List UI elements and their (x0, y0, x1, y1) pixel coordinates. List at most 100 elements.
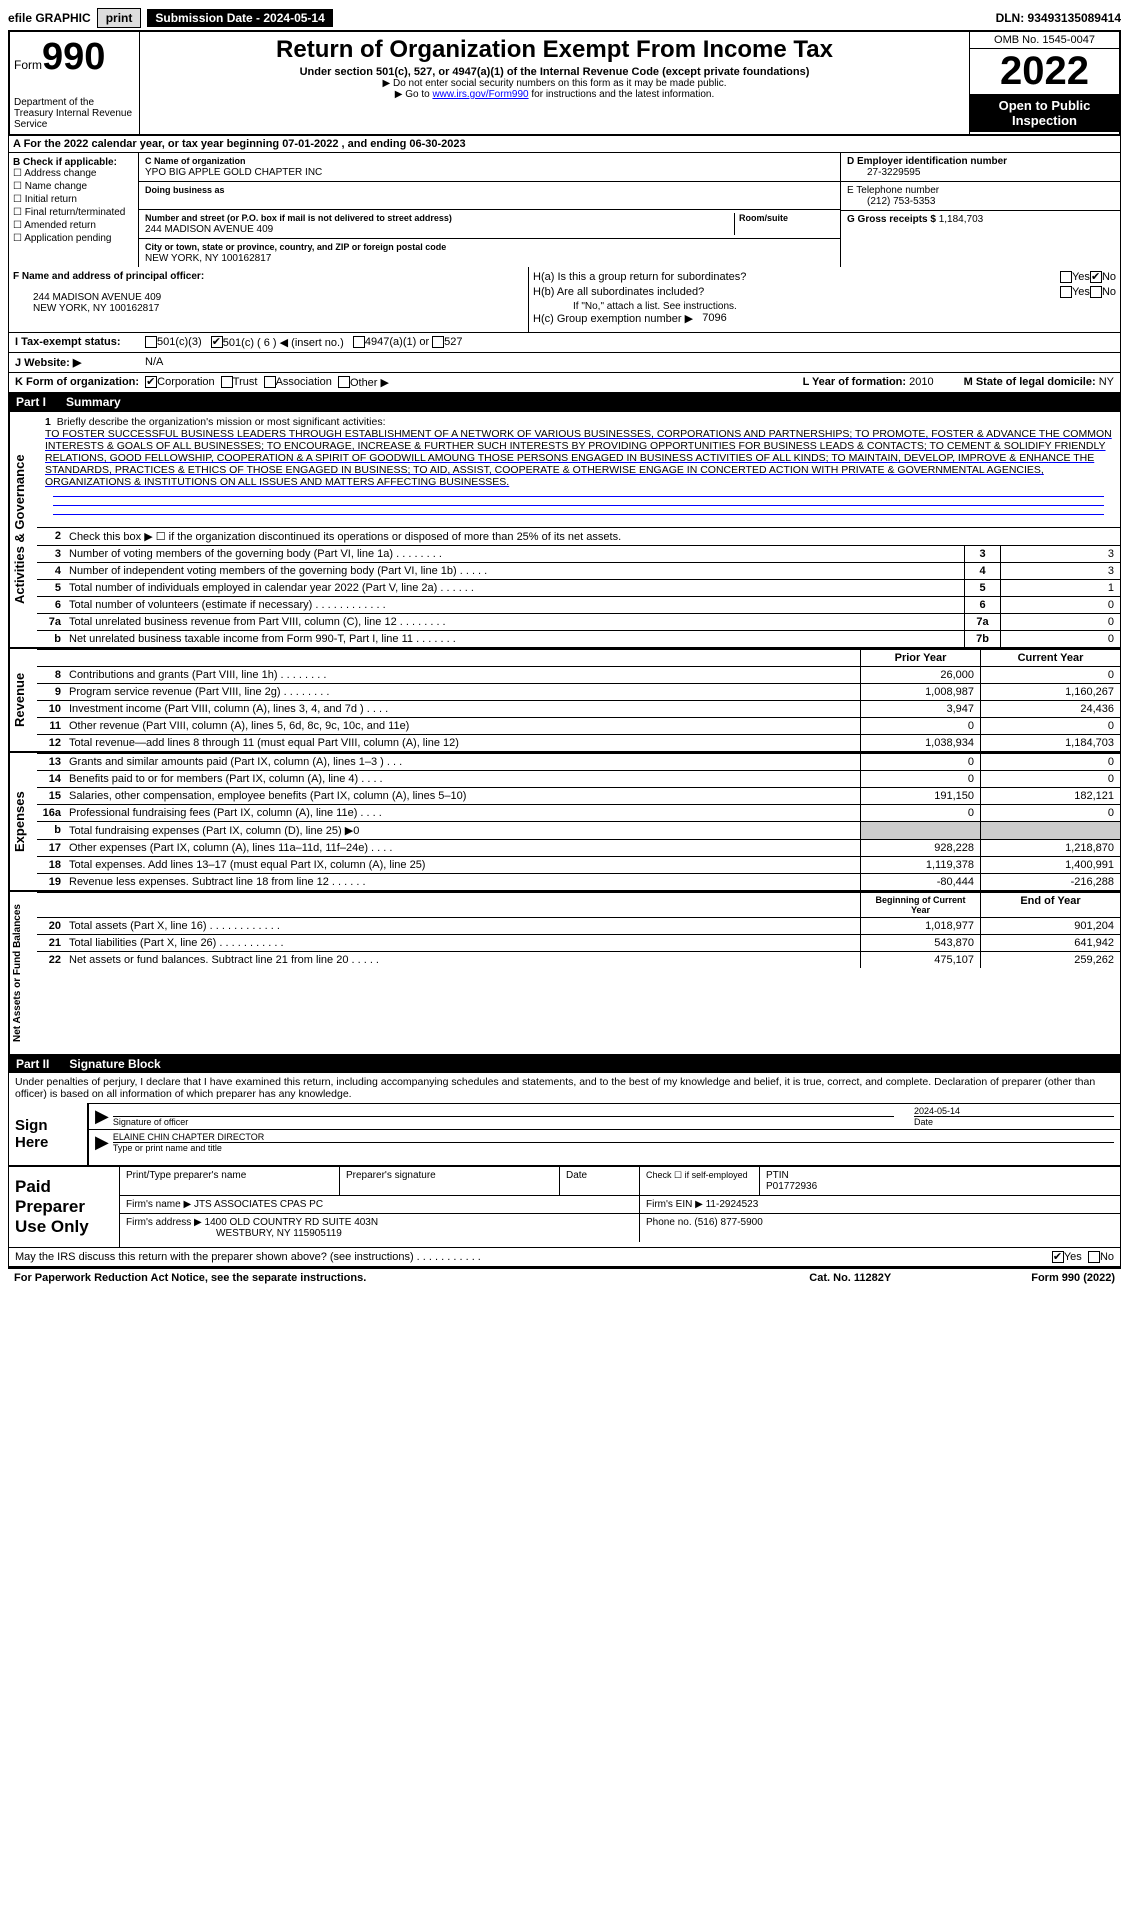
arrow-icon: ▶ (95, 1132, 109, 1153)
summary-row: 2Check this box ▶ ☐ if the organization … (37, 527, 1120, 545)
form-subtitle-2: ▶ Do not enter social security numbers o… (144, 78, 965, 89)
chk-final-return[interactable]: ☐ Final return/terminated (13, 207, 134, 218)
phone-value: (212) 753-5353 (847, 196, 935, 207)
chk-amended-return[interactable]: ☐ Amended return (13, 220, 134, 231)
col-b-label: B Check if applicable: (13, 157, 134, 168)
summary-row: bTotal fundraising expenses (Part IX, co… (37, 821, 1120, 839)
efile-label: efile GRAPHIC (8, 11, 91, 25)
chk-initial-return[interactable]: ☐ Initial return (13, 194, 134, 205)
tax-status-label: I Tax-exempt status: (15, 336, 145, 349)
form-prefix: Form (14, 58, 42, 72)
form-goto-post: for instructions and the latest informat… (529, 89, 715, 100)
current-year-hdr: Current Year (980, 650, 1120, 666)
room-label: Room/suite (739, 213, 788, 223)
summary-row: 21Total liabilities (Part X, line 26) . … (37, 934, 1120, 951)
part1-header: Part I Summary (8, 393, 1121, 411)
summary-row: 17Other expenses (Part IX, column (A), l… (37, 839, 1120, 856)
year-formation: 2010 (909, 376, 933, 388)
hb-no[interactable] (1090, 286, 1102, 298)
ptin-label: PTIN (766, 1170, 789, 1181)
vtab-netassets: Net Assets or Fund Balances (9, 892, 37, 1054)
chk-trust[interactable] (221, 376, 233, 388)
chk-corporation[interactable] (145, 376, 157, 388)
form-org-label: K Form of organization: (15, 376, 139, 389)
preparer-sig-label: Preparer's signature (340, 1167, 560, 1195)
line-k: K Form of organization: Corporation Trus… (8, 373, 1121, 393)
form-title: Return of Organization Exempt From Incom… (144, 36, 965, 64)
ein-label: D Employer identification number (847, 156, 1007, 167)
domicile-label: M State of legal domicile: (964, 376, 1096, 388)
line-j: J Website: ▶ N/A (8, 353, 1121, 373)
part2-header: Part II Signature Block (8, 1055, 1121, 1073)
summary-row: 4Number of independent voting members of… (37, 562, 1120, 579)
chk-application-pending[interactable]: ☐ Application pending (13, 233, 134, 244)
dept-label: Department of the Treasury Internal Reve… (14, 97, 135, 130)
chk-501c[interactable] (211, 336, 223, 348)
ha-no[interactable] (1090, 271, 1102, 283)
sign-here-label: Sign Here (9, 1103, 89, 1165)
chk-address-change[interactable]: ☐ Address change (13, 168, 134, 179)
prior-year-hdr: Prior Year (860, 650, 980, 666)
arrow-icon: ▶ (95, 1106, 109, 1127)
dln-label: DLN: 93493135089414 (996, 11, 1121, 25)
addr-value: 244 MADISON AVENUE 409 (145, 224, 273, 235)
discuss-no[interactable] (1088, 1251, 1100, 1263)
mission-label: Briefly describe the organization's miss… (57, 416, 386, 428)
ha-question: H(a) Is this a group return for subordin… (533, 271, 1060, 283)
print-button[interactable]: print (97, 8, 142, 28)
gross-label: G Gross receipts $ (847, 214, 936, 225)
eoy-hdr: End of Year (980, 893, 1120, 917)
summary-row: 9Program service revenue (Part VIII, lin… (37, 683, 1120, 700)
chk-501c3[interactable] (145, 336, 157, 348)
irs-link[interactable]: www.irs.gov/Form990 (432, 89, 528, 100)
discuss-question: May the IRS discuss this return with the… (15, 1251, 1052, 1263)
submission-date: Submission Date - 2024-05-14 (147, 9, 332, 27)
preparer-name-label: Print/Type preparer's name (120, 1167, 340, 1195)
ha-yes[interactable] (1060, 271, 1072, 283)
domicile: NY (1099, 376, 1114, 388)
part2-title: Signature Block (69, 1057, 160, 1071)
phone-label: E Telephone number (847, 185, 939, 196)
sig-date-label: Date (914, 1116, 1114, 1127)
form-header: Form990 Department of the Treasury Inter… (8, 30, 1121, 136)
sig-officer-label: Signature of officer (113, 1116, 894, 1127)
sig-date: 2024-05-14 (914, 1106, 1114, 1116)
chk-4947[interactable] (353, 336, 365, 348)
firm-name-label: Firm's name ▶ (126, 1199, 191, 1210)
website-value: N/A (145, 356, 163, 369)
summary-row: 7aTotal unrelated business revenue from … (37, 613, 1120, 630)
year-formation-label: L Year of formation: (803, 376, 907, 388)
block-bc: B Check if applicable: ☐ Address change … (8, 153, 1121, 267)
summary-row: 14Benefits paid to or for members (Part … (37, 770, 1120, 787)
org-name: YPO BIG APPLE GOLD CHAPTER INC (145, 167, 322, 178)
city-value: NEW YORK, NY 100162817 (145, 253, 271, 264)
boy-hdr: Beginning of Current Year (860, 893, 980, 917)
ein-value: 27-3229595 (847, 167, 920, 178)
summary-row: 19Revenue less expenses. Subtract line 1… (37, 873, 1120, 890)
summary-row: 13Grants and similar amounts paid (Part … (37, 753, 1120, 770)
discuss-yes[interactable] (1052, 1251, 1064, 1263)
sig-name-label: Type or print name and title (113, 1142, 1114, 1153)
top-bar: efile GRAPHIC print Submission Date - 20… (8, 8, 1121, 28)
part2-label: Part II (16, 1057, 49, 1071)
city-label: City or town, state or province, country… (145, 242, 446, 252)
hc-value: 7096 (702, 312, 726, 325)
preparer-date-label: Date (560, 1167, 640, 1195)
open-public: Open to Public Inspection (970, 94, 1119, 132)
summary-row: 11Other revenue (Part VIII, column (A), … (37, 717, 1120, 734)
hb-yes[interactable] (1060, 286, 1072, 298)
sig-preamble: Under penalties of perjury, I declare th… (9, 1073, 1120, 1103)
form-subtitle-1: Under section 501(c), 527, or 4947(a)(1)… (144, 66, 965, 78)
paperwork-notice: For Paperwork Reduction Act Notice, see … (14, 1272, 809, 1284)
chk-527[interactable] (432, 336, 444, 348)
hb-note: If "No," attach a list. See instructions… (533, 301, 1116, 312)
officer-label: F Name and address of principal officer: (13, 271, 524, 282)
chk-other[interactable] (338, 376, 350, 388)
chk-association[interactable] (264, 376, 276, 388)
self-employed-chk[interactable]: Check ☐ if self-employed (640, 1167, 760, 1195)
website-label: J Website: ▶ (15, 356, 145, 369)
officer-addr2: NEW YORK, NY 100162817 (13, 303, 524, 314)
summary-row: 18Total expenses. Add lines 13–17 (must … (37, 856, 1120, 873)
omb-number: OMB No. 1545-0047 (970, 32, 1119, 49)
chk-name-change[interactable]: ☐ Name change (13, 181, 134, 192)
